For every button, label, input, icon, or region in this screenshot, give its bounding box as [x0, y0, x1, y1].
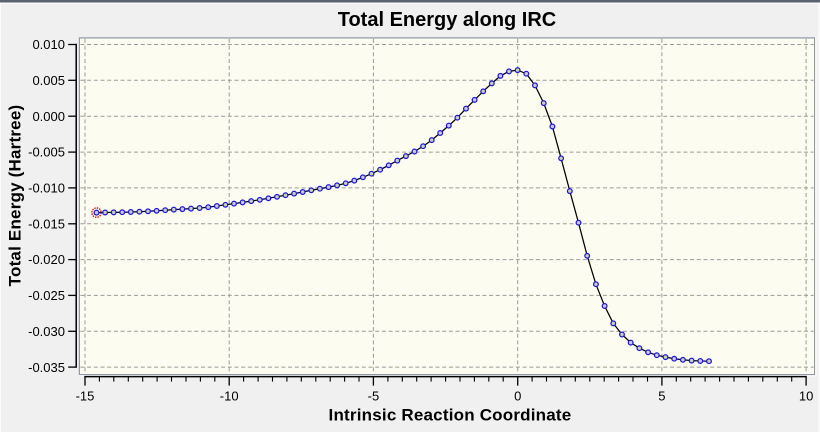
svg-text:-0.025: -0.025 [28, 288, 65, 303]
svg-text:-5: -5 [368, 389, 380, 404]
svg-text:-0.005: -0.005 [28, 145, 65, 160]
svg-text:-0.020: -0.020 [28, 252, 65, 267]
svg-text:Total Energy (Hartree): Total Energy (Hartree) [6, 105, 25, 287]
svg-text:5: 5 [658, 389, 665, 404]
svg-text:-0.010: -0.010 [28, 181, 65, 196]
svg-text:-0.030: -0.030 [28, 324, 65, 339]
svg-text:Intrinsic Reaction Coordinate: Intrinsic Reaction Coordinate [329, 405, 572, 424]
svg-text:0.000: 0.000 [32, 109, 65, 124]
svg-text:Total Energy along IRC: Total Energy along IRC [338, 9, 557, 31]
svg-text:-15: -15 [76, 389, 95, 404]
svg-text:10: 10 [799, 389, 813, 404]
svg-text:-10: -10 [220, 389, 239, 404]
svg-text:0.005: 0.005 [32, 73, 65, 88]
svg-text:0.010: 0.010 [32, 37, 65, 52]
svg-text:-0.015: -0.015 [28, 216, 65, 231]
svg-text:0: 0 [514, 389, 521, 404]
svg-text:-0.035: -0.035 [28, 360, 65, 375]
